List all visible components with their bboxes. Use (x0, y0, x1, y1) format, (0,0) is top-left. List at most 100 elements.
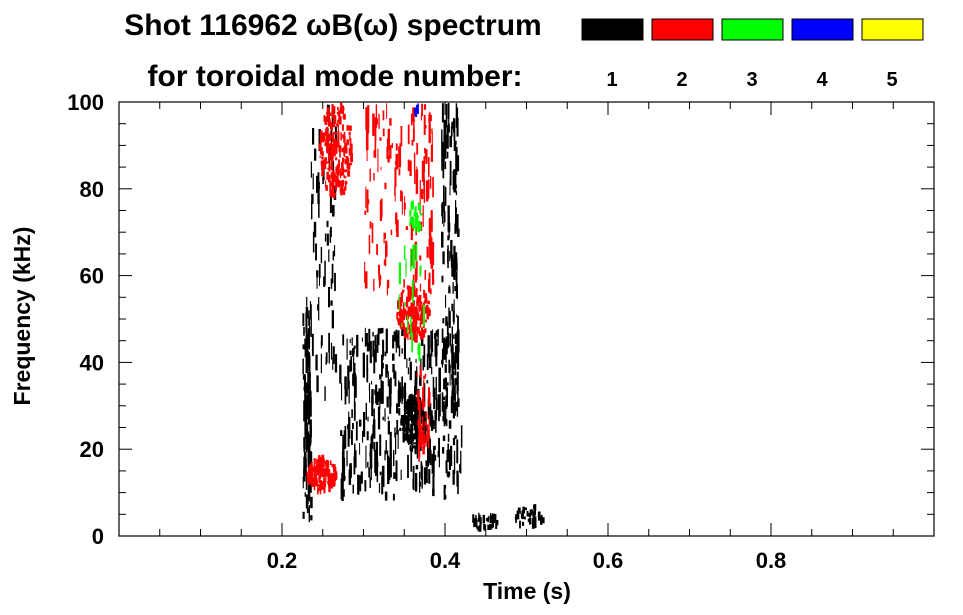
spectrum-cell (413, 446, 416, 449)
spectrum-cell (320, 341, 322, 349)
spectrum-cell (390, 377, 392, 381)
spectrum-cell (443, 211, 446, 223)
spectrum-cell (331, 143, 335, 152)
spectrum-cell (442, 435, 446, 441)
spectrum-cell (388, 379, 391, 399)
spectrum-cell (386, 450, 389, 460)
spectrum-cell (400, 418, 403, 423)
spectrum-cell (454, 435, 457, 439)
spectrum-cell (407, 159, 410, 171)
spectrum-cell (328, 249, 330, 262)
spectrum-cell (338, 110, 341, 117)
spectrum-cell (381, 381, 384, 404)
spectrum-cell (442, 396, 446, 401)
spectrum-cell (408, 327, 411, 334)
spectrum-cell (366, 189, 369, 213)
spectrum-cell (416, 106, 419, 114)
spectrum-cell (382, 341, 384, 361)
spectrum-cell (438, 367, 441, 393)
spectrum-cell (384, 491, 388, 501)
spectrum-cell (414, 447, 417, 455)
spectrum-cell (328, 287, 330, 308)
spectrum-cell (327, 138, 330, 145)
spectrum-cell (398, 262, 401, 285)
spectrum-cell (327, 131, 329, 134)
spectrum-cell (373, 173, 375, 181)
spectrum-cell (377, 406, 381, 430)
spectrum-cell (517, 507, 521, 512)
spectrum-cell (309, 459, 312, 468)
spectrum-cell (330, 342, 333, 360)
spectrum-cell (451, 373, 453, 390)
spectrum-cell (316, 270, 319, 278)
spectrum-cell (346, 161, 349, 169)
spectrum-cell (323, 490, 326, 494)
spectrum-cell (418, 221, 421, 227)
spectrum-cell (403, 419, 406, 429)
spectrum-cell (329, 122, 333, 130)
spectrum-cell (490, 513, 492, 518)
spectrum-cell (419, 375, 422, 386)
spectrum-cell (343, 113, 346, 120)
spectrum-cell (445, 382, 448, 392)
spectrum-cell (401, 311, 404, 319)
spectrum-cell (395, 333, 397, 353)
spectrum-cell (457, 398, 460, 407)
spectrum-cell (441, 103, 444, 123)
spectrum-cell (340, 430, 343, 436)
spectrum-cell (413, 394, 416, 402)
spectrum-cell (305, 338, 307, 348)
spectrum-cell (472, 514, 475, 523)
spectrum-cell (414, 379, 417, 395)
spectrum-cell (379, 275, 381, 286)
spectrum-cell (327, 145, 330, 152)
spectrum-cell (514, 516, 517, 520)
spectrum-cell (436, 398, 438, 411)
spectrum-cell (321, 156, 324, 160)
spectrum-cell (316, 271, 318, 289)
spectrum-cell (411, 311, 414, 320)
spectrum-cell (410, 202, 413, 210)
spectrum-cell (328, 134, 331, 140)
spectrum-cell (346, 139, 349, 145)
spectrum-cell (453, 265, 456, 280)
spectrum-cell (328, 174, 331, 183)
spectrum-cell (336, 168, 338, 176)
spectrum-cell (339, 116, 342, 125)
spectrum-cell (408, 286, 411, 292)
spectrum-cell (381, 354, 383, 360)
spectrum-cell (337, 144, 339, 148)
spectrum-cell (343, 176, 347, 179)
spectrum-cell (436, 344, 438, 357)
spectrum-cell (415, 289, 418, 296)
spectrum-cell (378, 264, 380, 274)
spectrum-cell (318, 129, 321, 152)
spectrum-cell (454, 359, 457, 376)
spectrum-cell (401, 322, 403, 327)
spectrum-cell (330, 172, 332, 179)
spectrum-cell (316, 484, 320, 487)
spectrum-cell (428, 469, 431, 484)
spectrum-cell (382, 475, 384, 480)
spectrum-cell (453, 142, 457, 151)
spectrum-cell (326, 126, 329, 131)
y-tick-label: 100 (67, 90, 104, 115)
legend-label-mode-2: 2 (676, 69, 687, 91)
spectrum-cell (434, 333, 437, 339)
spectrum-cell (332, 169, 335, 177)
spectrum-cell (408, 324, 411, 330)
spectrum-cell (409, 445, 412, 452)
spectrum-cell (318, 484, 322, 491)
spectrum-cell (332, 116, 335, 119)
spectrum-cell (451, 326, 453, 350)
spectrum-cell (454, 169, 457, 193)
spectrum-region-mode-2 (364, 103, 435, 297)
spectrum-cell (417, 202, 420, 211)
spectrum-cell (441, 231, 444, 248)
spectrum-cell (447, 103, 450, 119)
spectrum-cell (446, 143, 449, 149)
spectrum-cell (403, 429, 406, 432)
spectrum-cell (385, 247, 387, 267)
spectrum-cell (314, 148, 317, 161)
spectrum-cell (310, 317, 312, 337)
